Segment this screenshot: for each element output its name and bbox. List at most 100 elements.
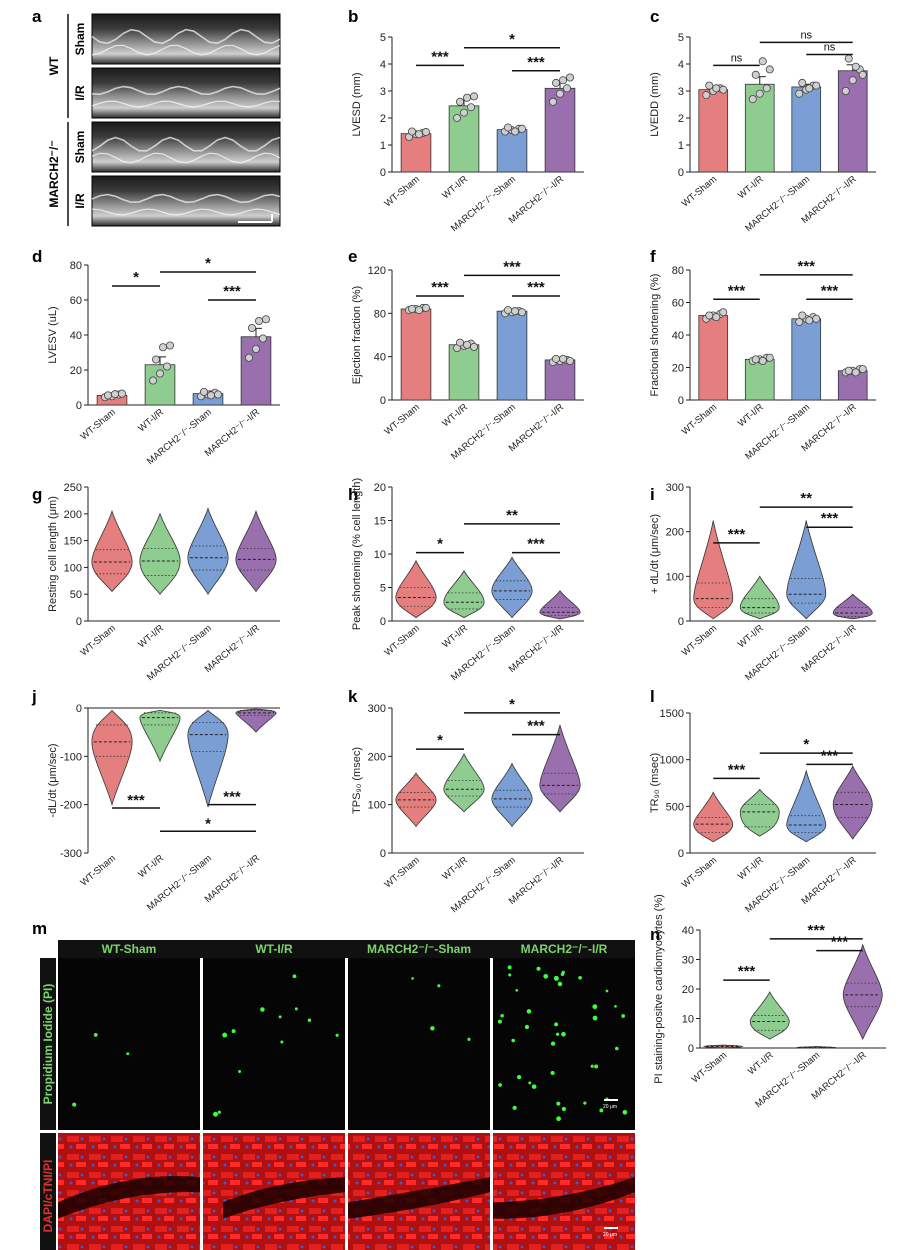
y-tick-label: 80 [374, 308, 386, 320]
significance-label: ns [824, 42, 836, 54]
echo-wall-trace [91, 100, 281, 108]
violin [443, 569, 485, 619]
x-tick-label: WT-I/R [440, 402, 470, 430]
data-point [552, 354, 561, 363]
violin [187, 507, 229, 595]
echo-wall-trace [91, 28, 281, 45]
data-point [858, 365, 867, 374]
echo-wall-trace [91, 136, 281, 152]
significance-label: *** [527, 536, 545, 553]
y-axis-label: + dL/dt (μm/sec) [649, 514, 661, 594]
data-point [702, 91, 711, 100]
y-tick-label: 60 [70, 295, 82, 307]
x-tick-label: WT-I/R [736, 402, 766, 430]
microscopy-row-label: DAPI/cTNI/PI [41, 1160, 55, 1233]
bar [496, 310, 528, 401]
pi-positive-nucleus [511, 1038, 515, 1043]
pi-positive-nucleus [557, 981, 563, 987]
data-point [518, 124, 527, 133]
violin [832, 593, 873, 620]
pi-positive-nucleus [126, 1052, 130, 1056]
bar [791, 86, 822, 173]
echo-group-label: MARCH2⁻/⁻ [47, 140, 61, 207]
data-point [118, 389, 127, 398]
y-axis-label: Ejection fraction (%) [351, 286, 363, 384]
violin [539, 724, 581, 813]
bar [448, 344, 480, 401]
y-tick-label: 1 [678, 140, 684, 152]
significance-label: *** [728, 761, 746, 778]
data-point [244, 353, 253, 362]
chart-f-fractional-shortening: f 0 20 40 60 80 Fractional shortening (%) WT-Sh… [649, 247, 876, 462]
pi-positive-nucleus [498, 1083, 502, 1087]
x-tick-label: WT-Sham [383, 623, 422, 659]
y-tick-label: 4 [678, 59, 684, 71]
pi-positive-nucleus [543, 973, 549, 979]
y-tick-label: 10 [682, 1014, 694, 1026]
bar [837, 370, 868, 401]
echo-image [91, 67, 281, 119]
data-point [549, 97, 558, 106]
violin [693, 791, 734, 843]
tissue-gap [348, 1177, 490, 1219]
data-point [455, 338, 464, 347]
chart-g-resting-cell-length: g 0 50 100 150 200 250 Resting cell length (μm)… [32, 482, 280, 683]
x-tick-label: WT-Sham [680, 855, 719, 891]
y-tick-label: 20 [374, 482, 386, 494]
microscopy-header [58, 940, 635, 958]
significance-label: *** [527, 279, 545, 296]
chart-j-minus-dldt: j 0 -100 -200 -300 -dL/dt (μm/sec) WT-Sham WT-I… [31, 687, 280, 913]
data-point [510, 307, 519, 316]
data-point [552, 78, 561, 87]
y-tick-label: 0 [380, 848, 386, 860]
significance-label: *** [527, 54, 545, 71]
significance-label: *** [223, 789, 241, 806]
y-tick-label: 20 [682, 984, 694, 996]
chart-i-plus-dldt: i 0 100 200 300 + dL/dt (μm/sec) WT-Sham WT-I/R… [649, 482, 876, 683]
chart-n-pi-positive: n 0 10 20 30 40 PI staining-positve cardiomyoc… [650, 894, 886, 1110]
data-point [469, 342, 478, 351]
pi-positive-nucleus [515, 989, 519, 992]
data-point [705, 311, 714, 320]
y-tick-label: 5 [678, 32, 684, 44]
data-point [251, 344, 260, 353]
violin [91, 709, 133, 807]
pi-positive-nucleus [294, 1007, 298, 1011]
tissue-gap [58, 1176, 200, 1219]
pi-positive-nucleus [605, 989, 609, 993]
pi-positive-nucleus [536, 966, 541, 971]
y-tick-label: 40 [672, 330, 684, 342]
bar [698, 89, 729, 173]
significance-label: *** [503, 258, 521, 275]
significance-label: ns [731, 52, 743, 64]
pi-positive-nucleus [621, 1014, 625, 1018]
pi-positive-nucleus [554, 1022, 559, 1027]
data-point [111, 390, 120, 399]
data-point [162, 362, 171, 371]
pi-positive-nucleus [594, 1064, 599, 1069]
x-tick-label: WT-Sham [79, 623, 118, 659]
violin [235, 708, 277, 733]
y-tick-label: 5 [380, 32, 386, 44]
y-tick-label: 0 [76, 703, 82, 715]
y-tick-label: 100 [64, 562, 82, 574]
y-tick-label: 15 [374, 516, 386, 528]
data-point [247, 323, 256, 332]
data-point [469, 92, 478, 101]
data-point [510, 127, 519, 136]
significance-label: * [205, 255, 211, 272]
data-point [751, 70, 760, 79]
y-axis-label: TPS₉₀ (msec) [351, 747, 363, 814]
y-tick-label: 2 [380, 113, 386, 125]
significance-label: *** [431, 279, 449, 296]
panel-label-k: k [348, 687, 358, 706]
pi-image [58, 958, 200, 1130]
pi-positive-nucleus [622, 1109, 628, 1115]
significance-label: *** [821, 282, 839, 299]
data-point [798, 311, 807, 320]
violin [139, 512, 181, 595]
